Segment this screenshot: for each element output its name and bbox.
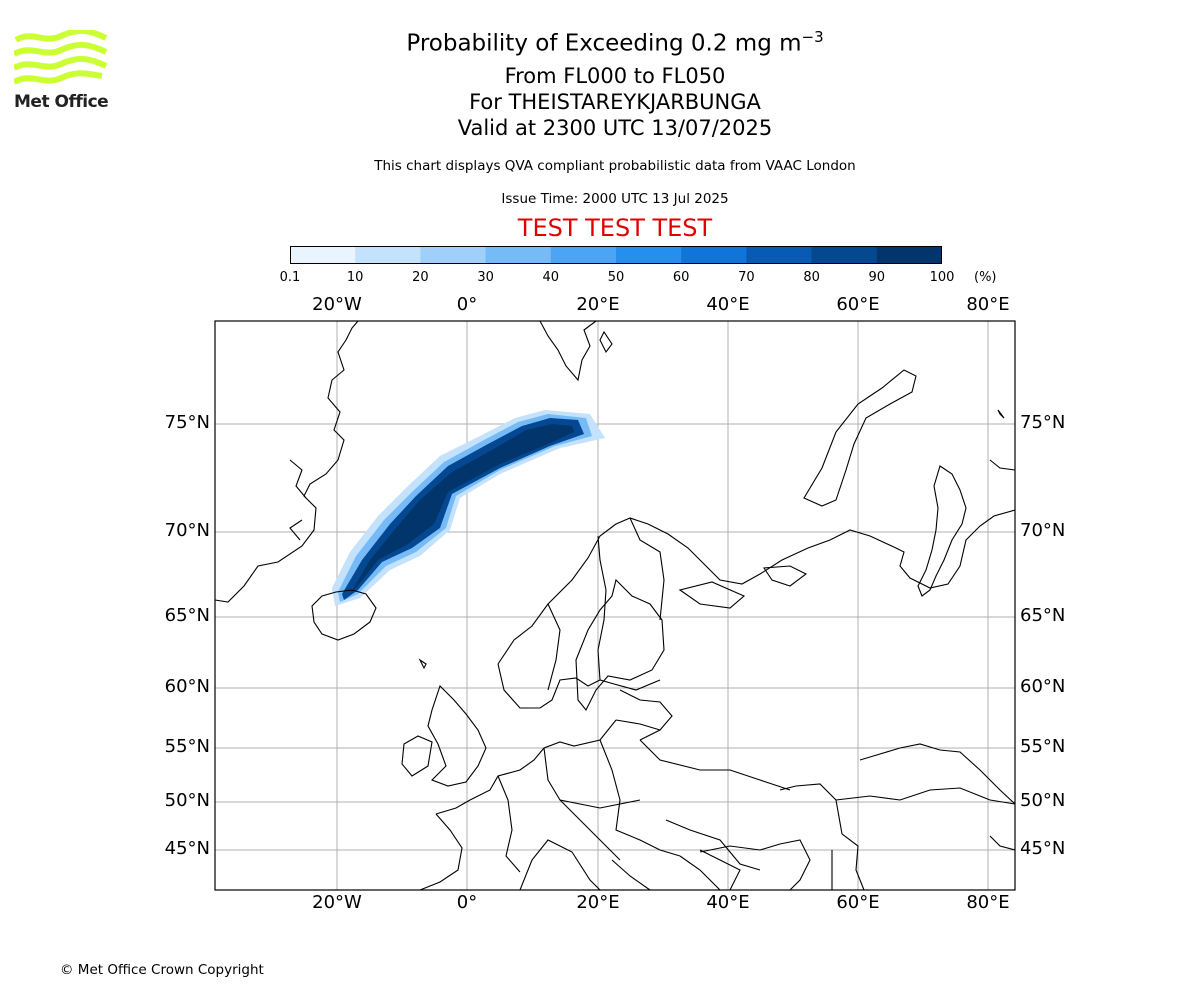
longitude-label: 20°W: [312, 294, 362, 315]
colorbar-segment: [876, 246, 942, 264]
colorbar-segment: [485, 246, 552, 264]
colorbar-tick-label: 90: [868, 270, 886, 285]
colorbar-frame: [290, 246, 942, 264]
copyright: © Met Office Crown Copyright: [60, 962, 264, 978]
colorbar-segment: [811, 246, 878, 264]
colorbar-segment: [746, 246, 813, 264]
longitude-label: 80°E: [966, 294, 1010, 315]
colorbar-tick-label: 70: [738, 270, 755, 285]
logo-text: Met Office: [14, 92, 109, 112]
colorbar-tick-label: 30: [477, 270, 494, 285]
colorbar-segment: [420, 246, 487, 264]
colorbar-tick-label: 40: [542, 270, 560, 285]
colorbar-tick-label: 10: [346, 270, 364, 285]
valid-time: Valid at 2300 UTC 13/07/2025: [457, 116, 773, 140]
colorbar-tick-label: 100: [929, 270, 955, 285]
colorbar-tick-label: 60: [672, 270, 690, 285]
longitude-label: 20°W: [312, 892, 362, 913]
longitude-label: 20°E: [576, 294, 620, 315]
colorbar-tick-label: 20: [412, 270, 429, 285]
colorbar-segment: [290, 246, 356, 264]
latitude-label: 65°N: [164, 605, 210, 626]
latitude-label: 60°N: [164, 676, 210, 697]
graticule: [215, 321, 1015, 890]
chart-description: This chart displays QVA compliant probab…: [374, 158, 856, 174]
met-office-logo: [14, 30, 108, 85]
chart-title: Probability of Exceeding 0.2 mg m−3: [406, 28, 824, 57]
colorbar-segment: [681, 246, 747, 264]
issue-time: Issue Time: 2000 UTC 13 Jul 2025: [501, 191, 729, 207]
latitude-label: 60°N: [1020, 676, 1066, 697]
longitude-label: 0°: [456, 892, 478, 913]
flight-level-range: From FL000 to FL050: [504, 64, 726, 88]
latitude-label: 55°N: [164, 736, 210, 757]
colorbar-tick-label: 0.1: [279, 270, 301, 285]
longitude-label: 60°E: [836, 294, 880, 315]
longitude-label: 80°E: [966, 892, 1010, 913]
latitude-label: 45°N: [1020, 838, 1066, 859]
colorbar-tick-label: 50: [607, 270, 625, 285]
latitude-label: 50°N: [1020, 790, 1066, 811]
ash-probability-plume: [332, 410, 605, 606]
colorbar-segment: [616, 246, 682, 264]
longitude-label: 0°: [456, 294, 478, 315]
latitude-label: 75°N: [164, 412, 210, 433]
longitude-label: 20°E: [576, 892, 620, 913]
map-frame: [214, 320, 1016, 891]
longitude-label: 60°E: [836, 892, 880, 913]
longitude-label: 40°E: [706, 294, 750, 315]
longitude-label: 40°E: [706, 892, 750, 913]
latitude-label: 45°N: [164, 838, 210, 859]
latitude-label: 65°N: [1020, 605, 1066, 626]
volcano-name: For THEISTAREYKJARBUNGA: [469, 90, 761, 114]
colorbar-unit: (%): [974, 270, 997, 285]
colorbar-segment: [355, 246, 421, 264]
latitude-label: 50°N: [164, 790, 210, 811]
latitude-label: 70°N: [164, 520, 210, 541]
colorbar: [290, 246, 942, 264]
coastlines: [215, 321, 1015, 890]
colorbar-tick-label: 80: [803, 270, 820, 285]
latitude-label: 70°N: [1020, 520, 1066, 541]
test-banner: TEST TEST TEST: [517, 214, 713, 242]
colorbar-segment: [550, 246, 617, 264]
latitude-label: 55°N: [1020, 736, 1066, 757]
latitude-label: 75°N: [1020, 412, 1066, 433]
